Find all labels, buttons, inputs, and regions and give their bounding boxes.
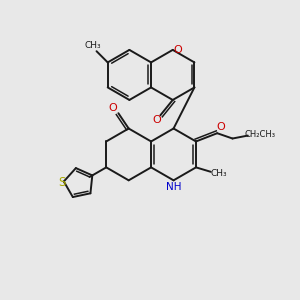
Text: NH: NH [166,182,181,192]
Text: O: O [173,45,182,55]
Text: CH₃: CH₃ [85,41,101,50]
Text: O: O [152,115,161,125]
Text: O: O [109,103,117,113]
Text: CH₃: CH₃ [211,169,227,178]
Text: O: O [216,122,225,132]
Text: CH₂CH₃: CH₂CH₃ [245,130,276,140]
Text: S: S [59,176,66,189]
